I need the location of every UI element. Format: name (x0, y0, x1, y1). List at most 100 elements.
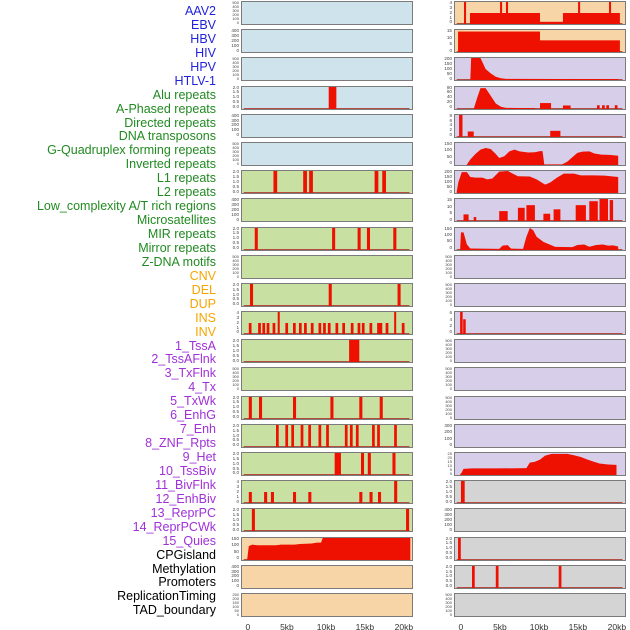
y-tick-label: 100 (445, 354, 452, 360)
plot-signal-directed-repeats (243, 227, 410, 250)
y-tick-label: 400 (231, 563, 239, 569)
plot-box-l2-repeats (241, 367, 413, 392)
plot-box-dna-transposons (241, 254, 413, 279)
y-tick-label: 3 (236, 314, 239, 320)
y-tick-label: 200 (231, 122, 239, 128)
track-label-10-tssbiv: 10_TssBiv (159, 463, 216, 478)
y-tick-label: 200 (231, 207, 239, 212)
track-row-dna-transposons: 500 400 300 200 100 0 (222, 254, 413, 279)
y-tick-label: 300 (232, 64, 239, 70)
plot-box-cnv (241, 536, 413, 561)
plot-signal-tad-boundary (455, 594, 625, 616)
y-tick-label: 100 (444, 521, 452, 527)
plot-signal-mir-repeats (243, 453, 410, 475)
track-label-hpv: HPV (190, 59, 216, 74)
y-axis-low-complexity-a-t-rich-regions: 2.0 1.5 1.0 0.5 0.0 (222, 395, 241, 420)
y-tick-label: 4 (236, 479, 239, 485)
track-label-cpgisland: CPGisland (156, 547, 216, 562)
y-tick-label: 1.0 (445, 573, 452, 579)
plot-signal-alu-repeats (243, 171, 410, 194)
y-tick-label: 300 (231, 568, 239, 574)
track-label-a-phased-repeats: A-Phased repeats (115, 101, 216, 116)
track-label-aav2: AAV2 (184, 4, 216, 18)
y-tick-label: 500 (445, 253, 452, 259)
y-tick-label: 1.0 (232, 404, 239, 410)
y-tick-label: 0.5 (232, 521, 239, 527)
y-tick-label: 0 (236, 386, 239, 392)
track-row-6-enhg: 15 10 5 0 (435, 198, 626, 223)
y-axis-14-reprpcwk: 300 200 100 0 (435, 423, 454, 448)
y-tick-label: 40 (446, 94, 452, 100)
y-tick-label: 0 (449, 301, 452, 307)
y-tick-label: 300 (231, 117, 239, 123)
y-tick-label: 5 (449, 210, 452, 216)
plot-box-g-quadruplex-forming-repeats (241, 282, 413, 307)
track-label-inv: INV (195, 324, 216, 339)
y-tick-label: 0 (236, 498, 239, 504)
y-tick-label: 1.0 (232, 291, 239, 297)
plot-signal-14-reprpcwk (455, 425, 625, 447)
y-tick-label: 1 (449, 14, 452, 20)
y-tick-label: 2 (449, 127, 452, 133)
y-tick-label: 150 (444, 225, 452, 231)
y-tick-label: 1.0 (445, 488, 452, 494)
track-label-hiv: HIV (195, 45, 216, 60)
plot-box-1-tssa (454, 57, 626, 82)
y-tick-label: 1.0 (232, 517, 239, 523)
plot-box-2-tssaflnk (454, 85, 626, 110)
y-tick-label: 200 (232, 152, 239, 158)
y-tick-label: 0.0 (232, 357, 239, 363)
y-tick-label: 1.5 (232, 89, 239, 95)
plot-signal-2-tssaflnk (456, 87, 623, 109)
plot-signal-4-tx (466, 147, 619, 165)
track-label-promoters: Promoters (158, 575, 216, 590)
y-tick-label: 2.0 (232, 451, 239, 456)
y-tick-label: 250 (232, 591, 239, 597)
plot-box-hbv (241, 57, 413, 82)
y-tick-label: 400 (445, 342, 452, 348)
track-row-hpv: 400 300 200 100 0 (222, 113, 413, 138)
y-tick-label: 150 (231, 535, 239, 541)
track-label-l2-repeats: L2 repeats (156, 185, 216, 200)
plot-box-3-txflnk (454, 113, 626, 138)
x-tick-label: 20kb (394, 622, 414, 630)
plot-box-z-dna-motifs (241, 508, 413, 533)
y-axis-13-reprpc: 500 400 300 200 100 0 (435, 395, 454, 420)
y-axis-aav2: 500 400 300 200 100 0 (222, 1, 241, 25)
track-label-4-tx: 4_Tx (188, 380, 216, 395)
track-row-9-het: 500 400 300 200 100 0 (435, 282, 626, 307)
y-tick-label: 2.0 (445, 479, 452, 485)
y-tick-label: 400 (444, 507, 452, 513)
plot-box-7-enh (454, 226, 626, 251)
y-tick-label: 400 (231, 28, 239, 34)
y-tick-label: 100 (231, 542, 239, 548)
y-tick-label: 50 (446, 70, 452, 76)
x-tick-label: 20kb (607, 622, 627, 630)
x-tick-label: 5kb (493, 622, 507, 630)
y-tick-label: 0 (236, 160, 239, 166)
y-tick-label: 150 (232, 599, 239, 605)
plot-box-10-tssbiv (454, 311, 626, 336)
plot-box-mir-repeats (241, 452, 413, 476)
y-tick-label: 0 (236, 132, 239, 138)
plot-box-htlv-1 (241, 141, 413, 166)
y-tick-label: 200 (231, 573, 239, 579)
y-tick-label: 3 (449, 4, 452, 10)
track-row-methylation: 400 300 200 100 0 (435, 507, 626, 533)
y-tick-label: 0.5 (232, 352, 239, 358)
y-tick-label: 100 (445, 297, 452, 303)
y-tick-label: 0.5 (232, 99, 239, 105)
y-tick-label: 0 (449, 47, 452, 53)
track-label-15-quies: 15_Quies (162, 533, 216, 548)
plot-box-13-reprpc (454, 395, 626, 420)
plot-box-low-complexity-a-t-rich-regions (241, 395, 413, 420)
y-tick-label: 0 (236, 47, 239, 53)
y-tick-label: 0.5 (232, 183, 239, 189)
plot-signal-cnv (243, 537, 411, 560)
plot-box-promoters (454, 536, 626, 561)
y-tick-label: 2 (236, 319, 239, 325)
y-tick-label: 2 (236, 488, 239, 494)
